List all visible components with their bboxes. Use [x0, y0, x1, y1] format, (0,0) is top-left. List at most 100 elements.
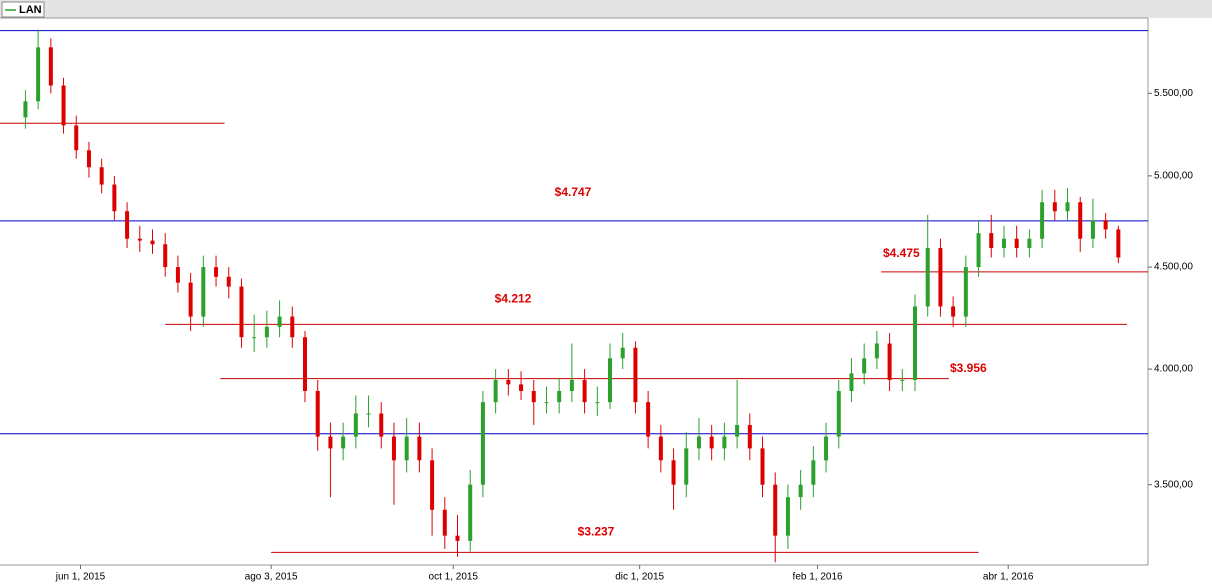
candle-body [989, 233, 994, 249]
candle-body [887, 343, 892, 380]
top-bar [0, 0, 1212, 18]
candle-body [569, 379, 574, 391]
candle-body [303, 337, 308, 391]
y-tick-label: 4.000,00 [1154, 364, 1193, 375]
candle-body [557, 390, 562, 403]
candle-body [480, 402, 485, 485]
candle-body [137, 238, 142, 241]
candle-body [277, 316, 282, 327]
candle-body [468, 484, 473, 541]
candle-body [544, 402, 549, 404]
candle-body [862, 358, 867, 374]
candle-body [1078, 202, 1083, 239]
candle-body [150, 240, 155, 245]
candle-body [913, 306, 918, 380]
candle-body [658, 436, 663, 461]
candle-body [341, 436, 346, 449]
x-tick-label: jun 1, 2015 [55, 572, 106, 583]
candle-body [963, 267, 968, 317]
candle-body [925, 248, 930, 307]
candle-body [74, 125, 79, 151]
candle-body [404, 436, 409, 461]
candle-body [1027, 238, 1032, 249]
y-tick-label: 4.500,00 [1154, 262, 1193, 273]
level-label: $4.475 [883, 246, 920, 260]
candle-body [646, 402, 651, 437]
candle-body [900, 379, 905, 381]
candle-body [798, 484, 803, 498]
candle-body [163, 244, 168, 268]
candle-body [582, 379, 587, 403]
x-tick-label: ago 3, 2015 [245, 572, 298, 583]
x-tick-label: dic 1, 2015 [615, 572, 664, 583]
candle-body [417, 436, 422, 461]
candle-body [493, 379, 498, 403]
candle-body [430, 460, 435, 510]
candle-body [709, 436, 714, 449]
candle-body [112, 184, 117, 212]
y-tick-label: 5.000,00 [1154, 171, 1193, 182]
candle-body [874, 343, 879, 359]
candle-body [506, 379, 511, 385]
y-tick-label: 5.500,00 [1154, 88, 1193, 99]
candle-body [608, 358, 613, 403]
candle-body [824, 436, 829, 461]
candle-body [1103, 220, 1108, 230]
candle-body [36, 47, 41, 102]
x-tick-label: abr 1, 2016 [983, 572, 1034, 583]
candle-body [99, 167, 104, 185]
candle-body [1040, 202, 1045, 239]
candle-body [455, 535, 460, 541]
candle-body [48, 47, 53, 86]
candle-body [86, 150, 91, 168]
level-label: $4.212 [495, 292, 532, 306]
candle-body [23, 101, 28, 118]
candle-body [735, 424, 740, 437]
candle-body [773, 484, 778, 536]
candle-body [519, 384, 524, 391]
legend-label: LAN [19, 4, 42, 16]
candle-body [125, 211, 130, 239]
candle-body [315, 390, 320, 437]
candle-body [976, 233, 981, 268]
candle-body [391, 436, 396, 461]
candle-body [1065, 202, 1070, 212]
candle-body [747, 424, 752, 449]
level-label: $3.237 [578, 525, 615, 539]
candle-body [633, 347, 638, 403]
candle-body [1001, 238, 1006, 249]
candle-body [61, 85, 66, 126]
candle-body [252, 337, 257, 339]
candle-body [684, 448, 689, 485]
candle-body [836, 390, 841, 437]
candle-body [951, 306, 956, 317]
candle-body [175, 267, 180, 283]
y-tick-label: 3.500,00 [1154, 479, 1193, 490]
candle-body [1014, 238, 1019, 249]
candle-body [1116, 229, 1121, 258]
candle-body [722, 436, 727, 449]
x-tick-label: feb 1, 2016 [793, 572, 843, 583]
candle-body [201, 267, 206, 317]
candle-body [239, 286, 244, 338]
candle-body [595, 402, 600, 404]
candle-body [214, 267, 219, 277]
candle-body [366, 413, 371, 415]
candle-body [785, 497, 790, 536]
candle-body [620, 347, 625, 359]
candle-body [849, 373, 854, 391]
candle-body [811, 460, 816, 485]
candle-body [442, 509, 447, 536]
candle-body [671, 460, 676, 485]
candle-body [379, 413, 384, 437]
candle-body [1052, 202, 1057, 212]
candle-body [938, 248, 943, 307]
candle-body [226, 276, 231, 287]
candle-body [760, 448, 765, 485]
candle-body [696, 436, 701, 449]
legend-box [1, 1, 45, 18]
level-label: $3.956 [950, 361, 987, 375]
